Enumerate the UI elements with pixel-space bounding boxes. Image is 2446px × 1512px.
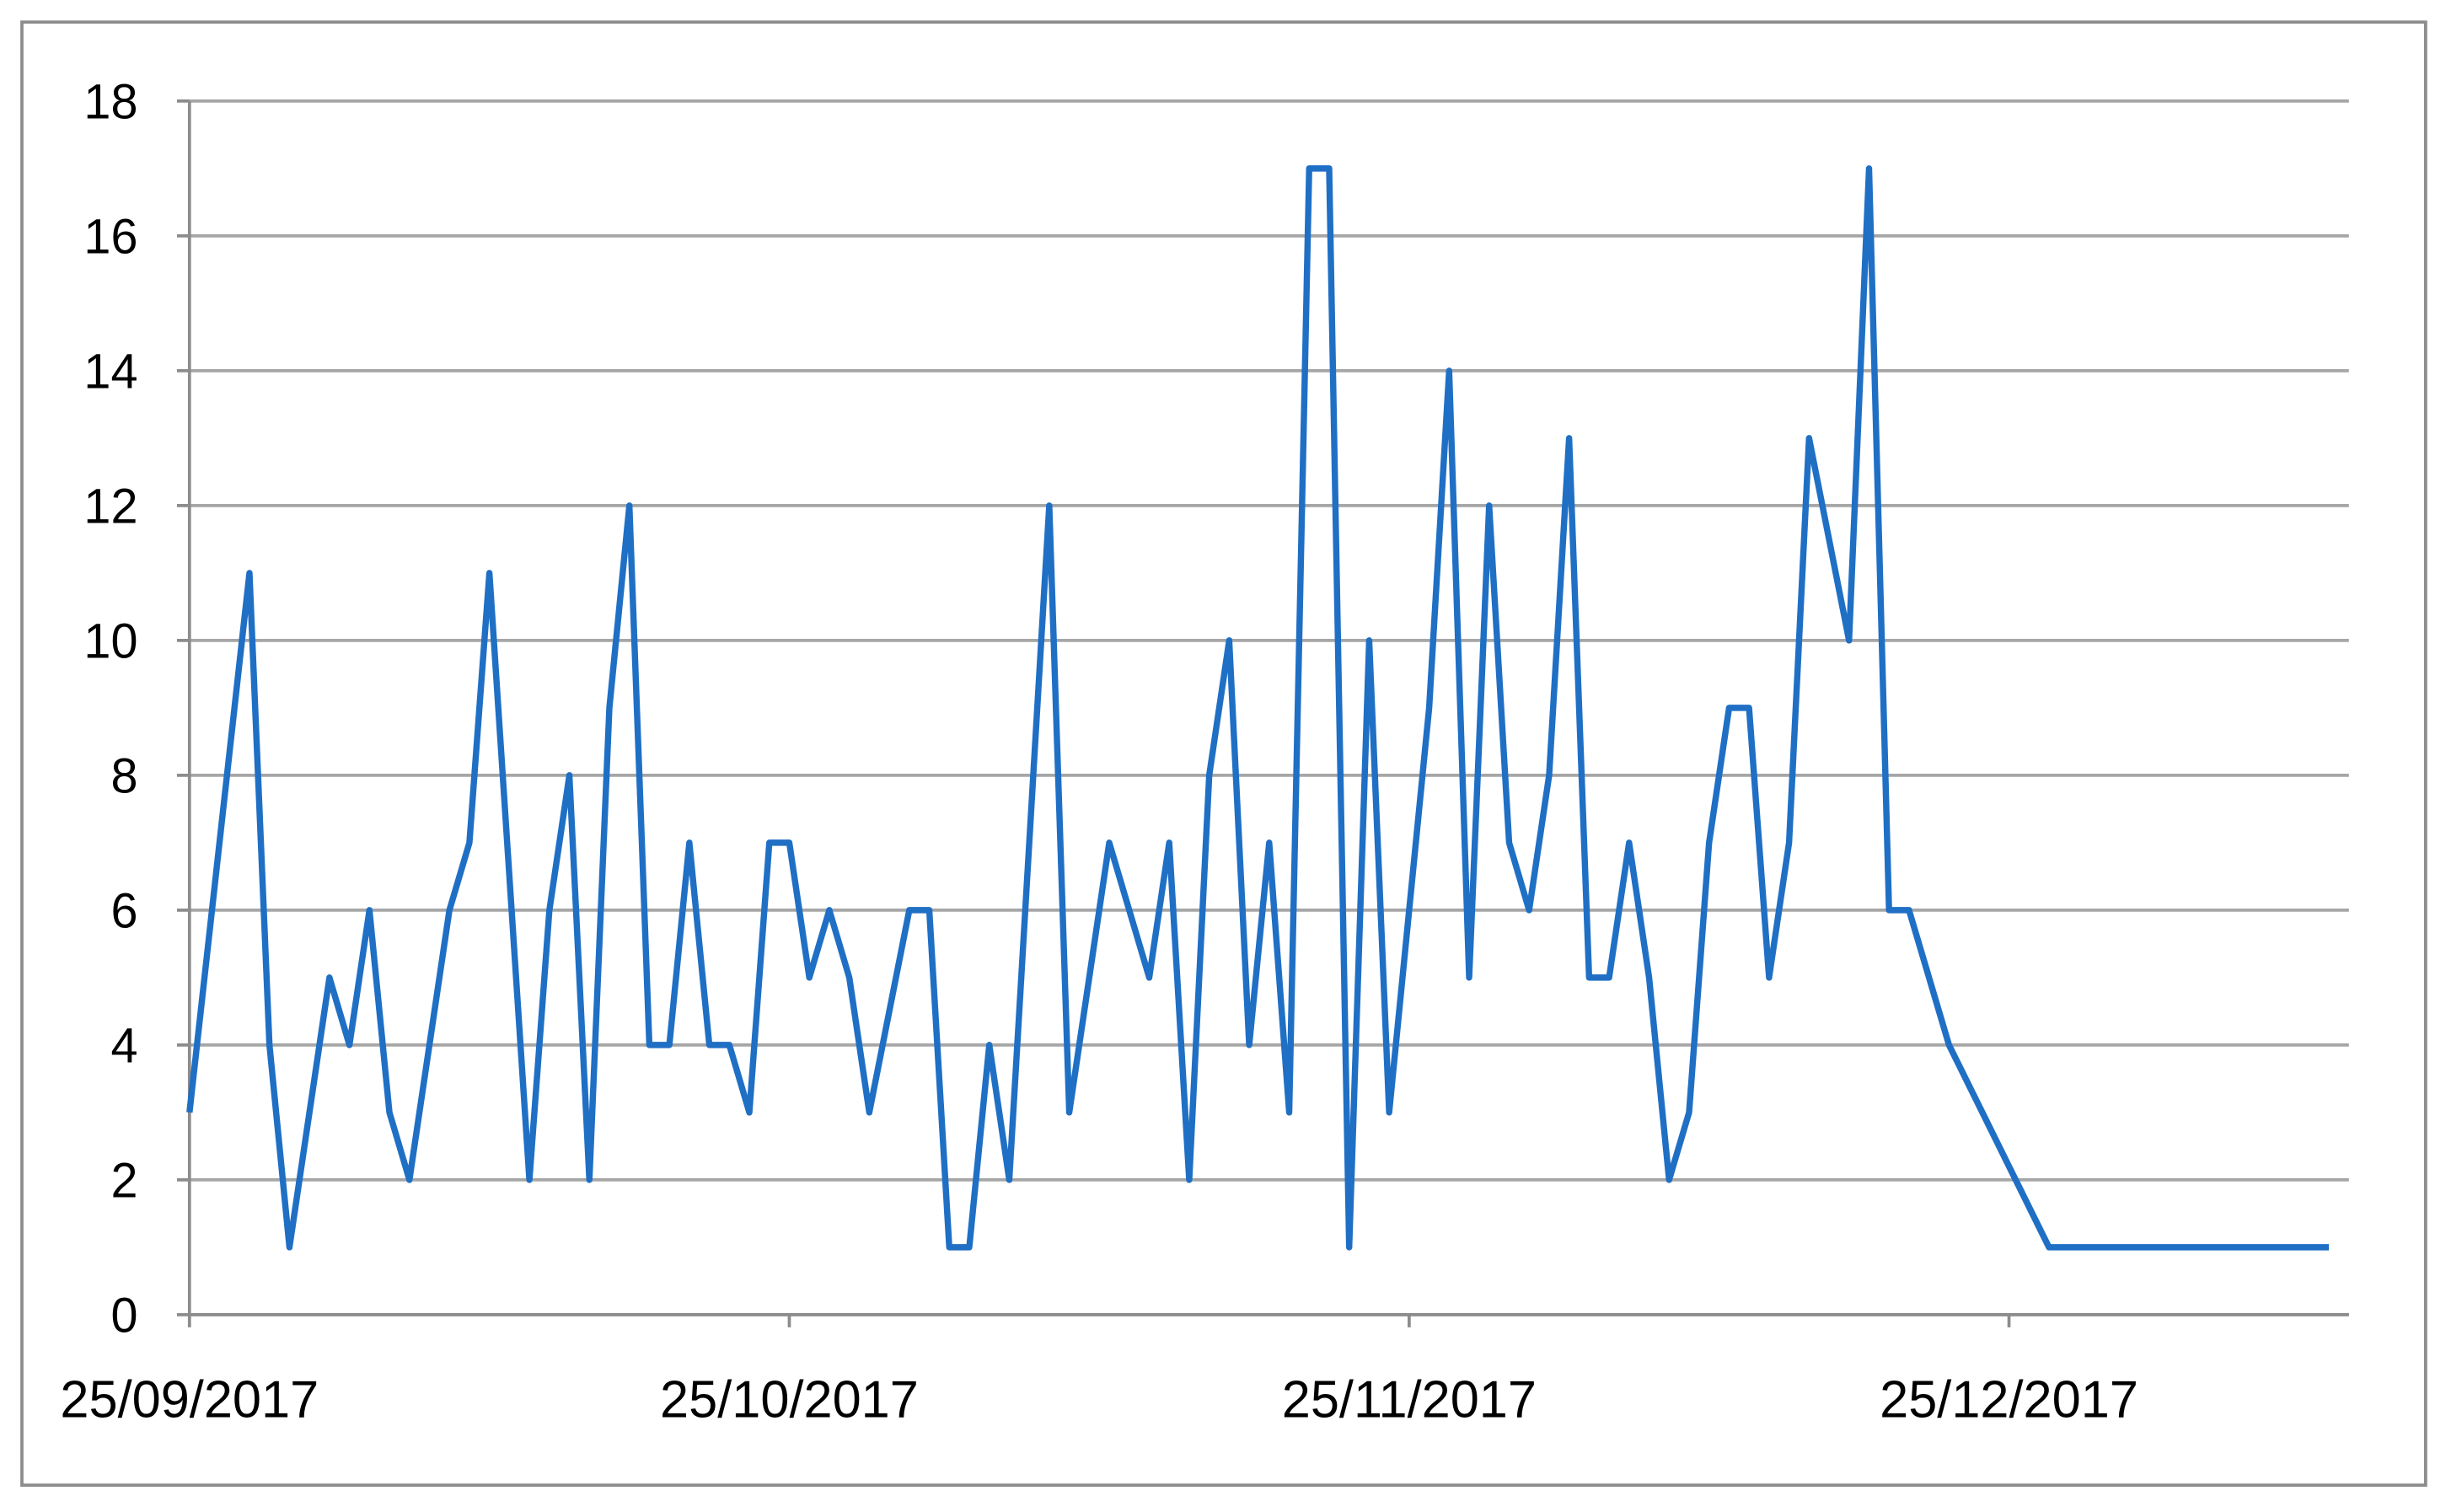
chart-border (20, 20, 2427, 1488)
data-line (186, 165, 2330, 1251)
y-tick-label: 2 (110, 1154, 137, 1208)
y-tick-label: 0 (110, 1289, 137, 1343)
y-tick-label: 12 (83, 480, 137, 533)
y-tick-label: 10 (83, 614, 137, 668)
y-tick-label: 14 (83, 345, 137, 399)
y-tick-label: 4 (110, 1019, 137, 1073)
y-tick-label: 6 (110, 884, 137, 938)
y-tick-label: 16 (83, 210, 137, 264)
x-tick-label: 25/12/2017 (1880, 1370, 2138, 1429)
y-tick-label: 18 (83, 75, 137, 129)
x-tick-label: 25/10/2017 (660, 1370, 919, 1429)
y-tick-label: 8 (110, 749, 137, 803)
x-tick-label: 25/11/2017 (1282, 1370, 1537, 1429)
x-tick-label: 25/09/2017 (60, 1370, 319, 1429)
